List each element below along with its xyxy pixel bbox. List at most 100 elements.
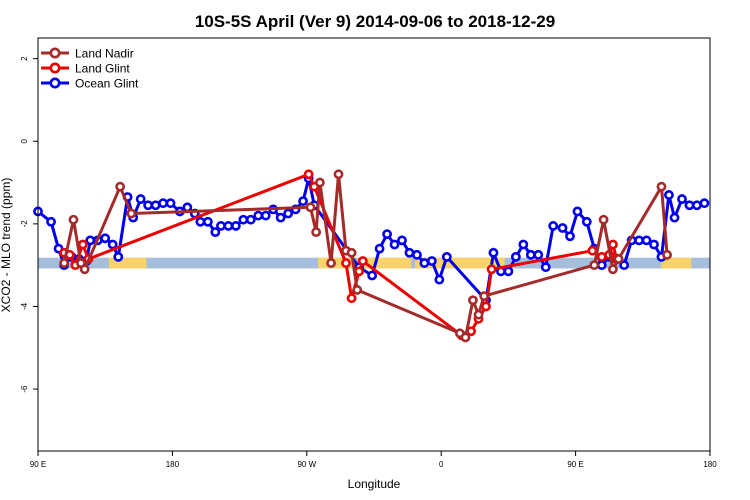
data-point [143,200,154,211]
surface-band-land [362,257,412,269]
legend-label: Land Glint [75,62,130,76]
y-tick-label: -2 [20,220,29,228]
data-point [275,212,286,223]
y-tick-label: -4 [20,302,29,310]
data-point [426,256,437,266]
data-point [397,235,407,246]
x-tick-label: 180 [166,460,180,469]
data-point [260,210,271,221]
data-point [684,200,695,211]
data-point [126,208,137,219]
x-tick-label: 90 E [567,460,583,469]
data-point [346,293,357,304]
legend-marker [49,62,61,74]
x-tick-label: 0 [439,460,444,469]
data-point [367,270,378,281]
data-point [311,227,322,238]
data-point [565,231,575,242]
x-tick-label: 180 [703,460,717,469]
data-point [468,295,478,306]
data-point [548,221,559,231]
data-point [314,177,325,188]
data-point [649,239,659,250]
legend-marker [49,47,61,59]
data-point [298,196,308,207]
data-point [357,256,368,266]
data-point [216,221,226,231]
chart-title: 10S-5S April (Ver 9) 2014-09-06 to 2018-… [195,12,555,31]
data-point [245,214,256,225]
data-point [230,221,241,231]
data-point [419,258,430,268]
data-point [135,194,146,204]
data-point [346,247,357,258]
data-point [525,249,536,260]
data-point [283,208,294,219]
surface-band-land [415,257,505,269]
plot-area [33,169,710,343]
x-tick-label: 90 W [297,460,316,469]
data-point [634,235,644,246]
y-axis-label: XCO2 - MLO trend (ppm) [0,178,13,313]
x-axis: 90 E 180 90 W 0 90 E 180 [30,451,717,469]
data-point [518,239,529,250]
data-point [441,251,452,262]
data-point [692,200,702,211]
legend-item: Land Nadir [41,47,134,61]
legend-item: Ocean Glint [41,77,139,91]
data-point [326,258,336,268]
data-point [210,227,221,238]
data-point [68,214,79,225]
data-point [613,254,624,264]
data-point [598,214,609,225]
series-line [62,174,669,340]
data-point [699,198,710,209]
data-point [434,274,445,285]
data-point [589,260,600,271]
data-point [79,264,90,275]
data-point [412,249,422,260]
data-point [59,258,70,268]
data-point [479,291,490,302]
data-point [581,216,592,227]
data-point [540,262,551,273]
data-point [460,332,471,343]
data-point [303,169,314,180]
x-tick-label: 90 E [30,460,46,469]
data-point [608,239,618,250]
data-point [202,216,213,227]
data-point [182,202,193,213]
plot-frame [37,37,711,452]
data-point [641,235,652,246]
data-point [587,245,598,256]
legend-marker [49,77,61,89]
data-point [488,247,499,258]
data-point [150,200,161,211]
data-point [481,301,491,312]
data-point [253,210,264,221]
surface-band-land [108,257,147,269]
y-tick-label: -6 [20,385,29,393]
data-point [669,212,680,223]
surface-band-land [318,257,356,269]
surface-band-land [661,257,692,269]
data-point [510,251,521,262]
data-point [619,260,630,271]
data-point [503,266,514,277]
data-point [596,260,607,271]
y-tick-label: 0 [20,138,29,143]
data-point [352,285,363,295]
y-tick-label: 2 [20,56,29,61]
data-point [115,181,126,192]
data-point [165,198,176,209]
data-point [664,190,674,200]
data-point [85,235,96,246]
data-point [195,216,206,227]
legend-label: Land Nadir [75,47,134,61]
data-point [596,251,607,262]
series-land-nadir [59,169,672,343]
data-point [572,206,583,217]
data-point [113,251,124,262]
